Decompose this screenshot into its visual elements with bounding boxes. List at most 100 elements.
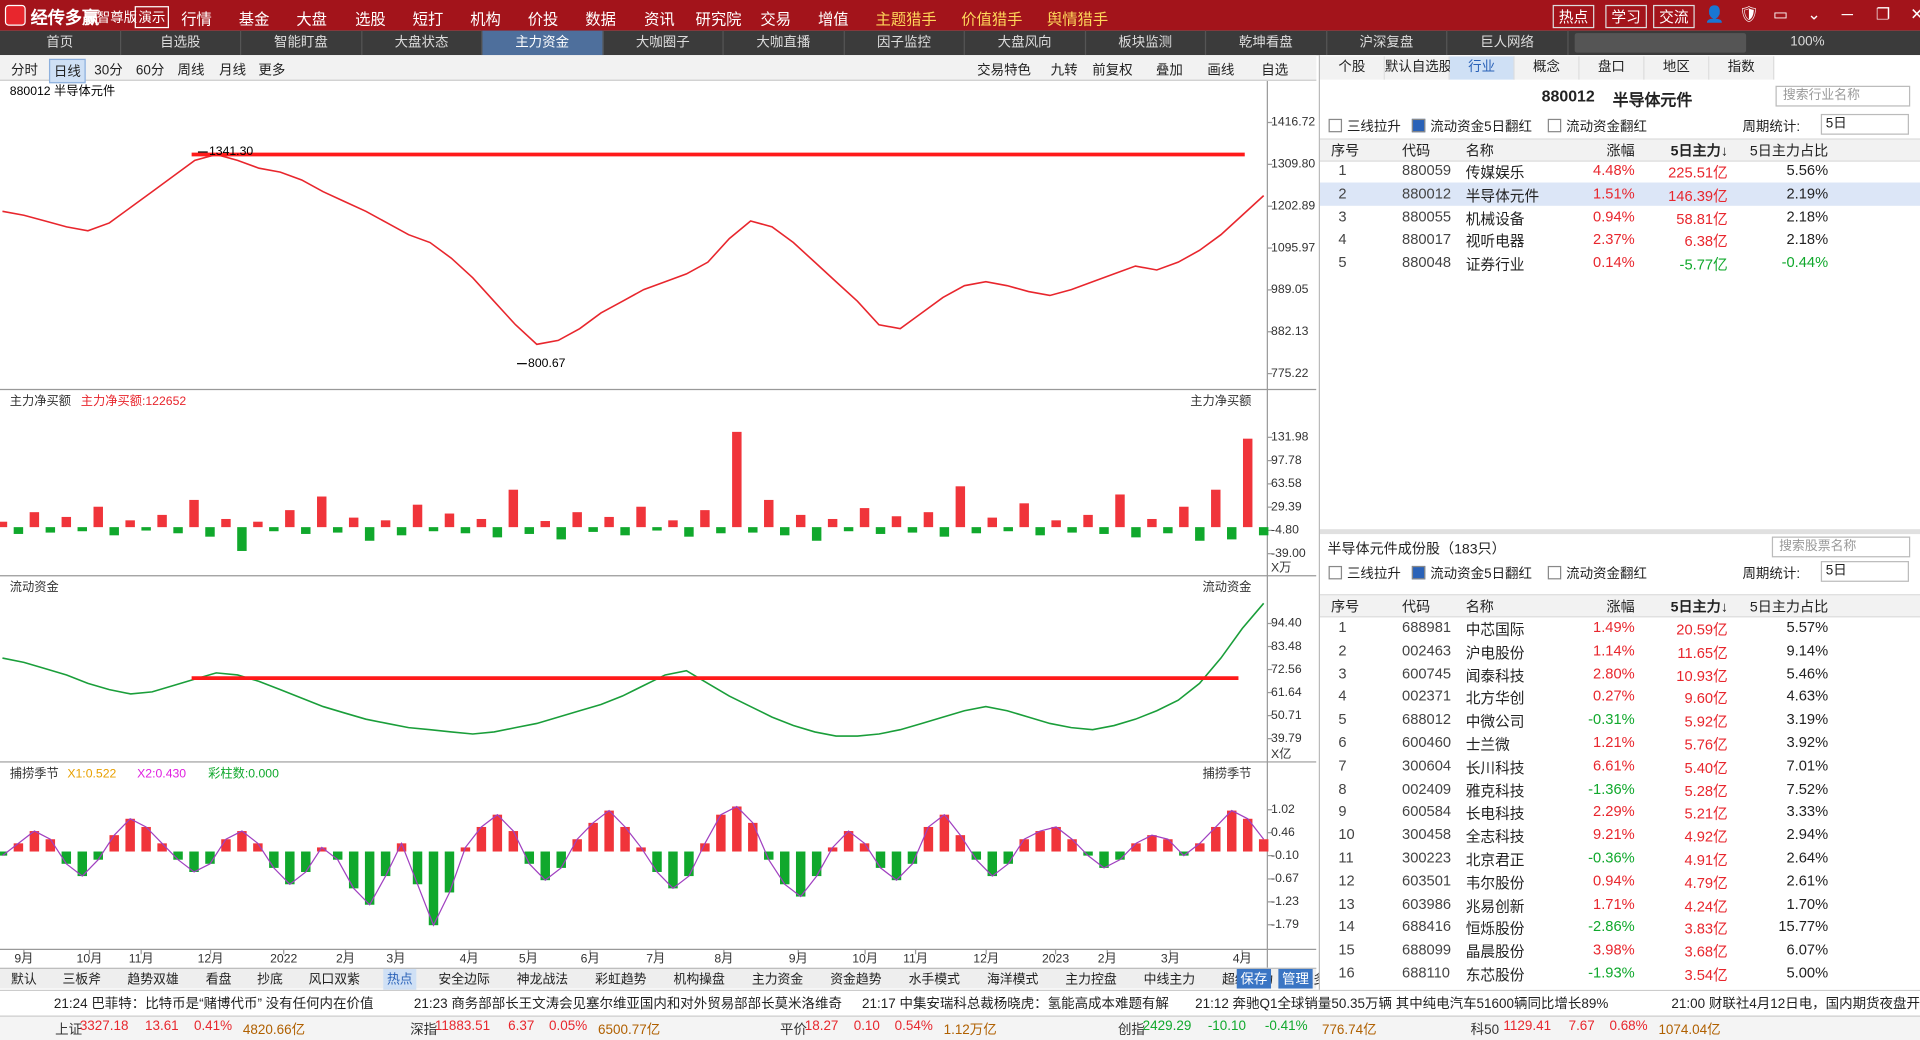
table-cell[interactable]: 600460 — [1402, 733, 1452, 751]
table-cell[interactable]: 5 — [1338, 253, 1347, 271]
period-button[interactable]: 60分 — [135, 63, 165, 79]
table-cell[interactable]: 2.18% — [1786, 207, 1829, 225]
filter-label[interactable]: 三线拉升 — [1346, 567, 1401, 582]
top-button[interactable]: 学习 — [1605, 4, 1647, 29]
table-cell[interactable]: 机械设备 — [1465, 210, 1525, 228]
side-tab[interactable]: 行业 — [1449, 56, 1515, 80]
window-icon[interactable]: ⌄ — [1807, 4, 1821, 24]
filter-label[interactable]: 流动资金5日翻红 — [1430, 567, 1532, 582]
table-cell[interactable]: 2.80% — [1593, 664, 1635, 682]
search-box[interactable]: 搜索行业名称 — [1775, 85, 1911, 107]
checkbox[interactable] — [1328, 565, 1343, 580]
table-cell[interactable]: 603501 — [1402, 871, 1452, 890]
table-cell[interactable]: 北京君正 — [1465, 851, 1525, 869]
table-cell[interactable]: 北方华创 — [1465, 690, 1525, 708]
table-cell[interactable]: 视听电器 — [1465, 233, 1525, 251]
table-cell[interactable]: 600584 — [1402, 802, 1452, 820]
bottom-tab[interactable]: 神龙战法 — [516, 972, 569, 988]
table-cell[interactable]: 3 — [1338, 207, 1347, 225]
table-cell[interactable]: 7.52% — [1786, 779, 1829, 797]
checkbox[interactable] — [1547, 565, 1562, 580]
table-cell[interactable]: 士兰微 — [1465, 736, 1510, 754]
bottom-tab[interactable]: 默认 — [11, 972, 37, 988]
table-cell[interactable]: 2.19% — [1786, 184, 1829, 202]
bottom-tab[interactable]: 抄底 — [257, 972, 283, 988]
menu-item[interactable]: 价投 — [527, 11, 559, 29]
top-button[interactable]: 热点 — [1552, 4, 1595, 29]
news-item[interactable]: 21:23 商务部部长王文涛会见塞尔维亚国内和对外贸易部部长莫米洛维奇 — [413, 997, 842, 1012]
table-cell[interactable]: 0.94% — [1593, 871, 1635, 890]
table-cell[interactable]: 880048 — [1402, 253, 1452, 271]
table-cell[interactable]: 13 — [1338, 894, 1355, 913]
table-cell[interactable]: 9 — [1338, 802, 1347, 820]
menu-item[interactable]: 大盘 — [296, 11, 327, 29]
table-cell[interactable]: 4 — [1338, 230, 1347, 248]
table-cell[interactable]: 中芯国际 — [1465, 621, 1525, 639]
table-cell[interactable]: 6 — [1338, 733, 1347, 751]
bottom-tab[interactable]: 趋势双雄 — [127, 972, 179, 988]
table-cell[interactable]: 3.83亿 — [1684, 920, 1728, 938]
table-cell[interactable]: 雅克科技 — [1465, 782, 1525, 800]
table-cell[interactable]: 4.91亿 — [1684, 851, 1728, 869]
table-cell[interactable]: 兆易创新 — [1465, 897, 1525, 915]
table-cell[interactable]: 300458 — [1402, 825, 1452, 844]
table-cell[interactable]: 长电科技 — [1465, 805, 1525, 823]
tool-button[interactable]: 前复权 — [1092, 63, 1133, 79]
window-icon[interactable]: 🛡 — [1738, 4, 1759, 24]
table-cell[interactable]: 5.40亿 — [1684, 759, 1728, 777]
tool-button[interactable]: 交易特色 — [977, 63, 1032, 79]
tool-button[interactable]: 画线 — [1207, 63, 1235, 79]
menu-item[interactable]: 选股 — [355, 11, 386, 29]
table-cell[interactable]: 7 — [1338, 756, 1347, 774]
table-cell[interactable]: 3.33% — [1786, 802, 1829, 820]
table-cell[interactable]: 1.70% — [1786, 894, 1829, 913]
sub-search-box[interactable]: 搜索股票名称 — [1771, 536, 1911, 558]
window-icon[interactable]: ❐ — [1875, 4, 1891, 24]
table-cell[interactable]: 146.39亿 — [1668, 187, 1728, 205]
menu-item[interactable]: 交易 — [760, 11, 792, 29]
bottom-tab[interactable]: 中线主力 — [1143, 972, 1196, 988]
table-cell[interactable]: 4.92亿 — [1684, 828, 1728, 846]
table-cell[interactable]: 10.93亿 — [1676, 667, 1728, 685]
table-cell[interactable]: 5.28亿 — [1684, 782, 1728, 800]
period-button[interactable]: 分时 — [11, 63, 38, 79]
side-tab[interactable]: 概念 — [1514, 56, 1580, 80]
table-cell[interactable]: 韦尔股份 — [1465, 874, 1525, 892]
table-cell[interactable]: 880059 — [1402, 161, 1452, 179]
period-button[interactable]: 月线 — [219, 63, 247, 79]
table-cell[interactable]: 11.65亿 — [1677, 644, 1728, 662]
table-cell[interactable]: 880055 — [1402, 207, 1452, 225]
table-cell[interactable]: 11 — [1338, 848, 1354, 867]
table-cell[interactable]: 4.24亿 — [1684, 897, 1728, 915]
table-cell[interactable]: 15.77% — [1778, 917, 1829, 936]
nav-tab[interactable]: 大盘状态 — [362, 30, 483, 56]
nav-tab[interactable]: 沪深复盘 — [1327, 30, 1448, 56]
table-cell[interactable]: 688099 — [1402, 941, 1452, 959]
table-cell[interactable]: 东芯股份 — [1465, 966, 1525, 984]
table-cell[interactable]: 600745 — [1402, 664, 1452, 682]
table-cell[interactable]: -1.36% — [1588, 779, 1635, 797]
table-cell[interactable]: -1.93% — [1588, 964, 1635, 982]
bottom-button[interactable]: 保存 — [1236, 968, 1272, 989]
table-cell[interactable]: 5.56% — [1786, 161, 1829, 179]
table-cell[interactable]: 880012 — [1402, 184, 1452, 202]
table-cell[interactable]: 1.49% — [1593, 618, 1635, 636]
nav-tab[interactable]: 智能盯盘 — [241, 30, 362, 56]
table-cell[interactable]: 2.64% — [1786, 848, 1829, 867]
table-cell[interactable]: 沪电股份 — [1465, 644, 1525, 662]
table-cell[interactable]: 002409 — [1402, 779, 1452, 797]
bottom-tab[interactable]: 海洋模式 — [986, 972, 1039, 988]
table-cell[interactable]: 58.81亿 — [1676, 210, 1728, 228]
tool-button[interactable]: 叠加 — [1155, 63, 1183, 79]
table-cell[interactable]: 5.00% — [1786, 964, 1829, 982]
filter-label[interactable]: 三线拉升 — [1346, 120, 1401, 135]
nav-tab[interactable]: 乾坤看盘 — [1206, 30, 1327, 56]
bottom-tab[interactable]: 安全边际 — [438, 972, 490, 988]
news-item[interactable]: 21:12 奔驰Q1全球销量50.35万辆 其中纯电汽车51600辆同比增长89… — [1195, 997, 1609, 1012]
nav-tab-active[interactable]: 主力资金 — [482, 30, 604, 56]
table-cell[interactable]: 15 — [1338, 941, 1355, 959]
table-cell[interactable]: 5.92亿 — [1684, 713, 1728, 731]
period-select[interactable]: 5日 — [1820, 561, 1909, 582]
side-tab[interactable]: 个股 — [1320, 56, 1385, 80]
table-cell[interactable]: 传媒娱乐 — [1465, 164, 1525, 182]
